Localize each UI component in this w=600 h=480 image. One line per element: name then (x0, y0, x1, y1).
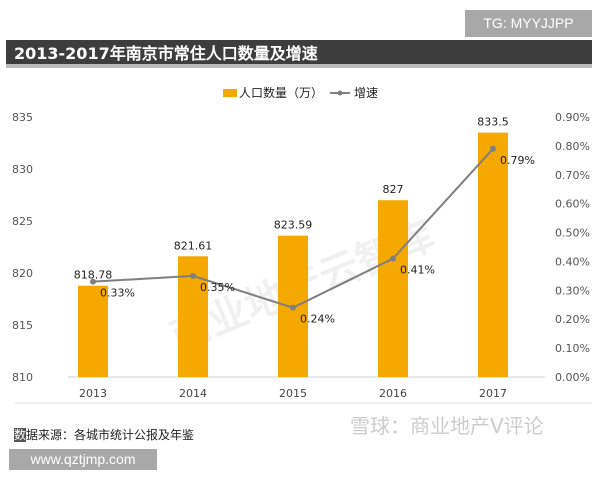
y2-tick-label: 0.30% (555, 284, 590, 297)
growth-point (90, 278, 96, 285)
x-tick-label: 2014 (179, 387, 207, 400)
bar-label: 827 (383, 183, 404, 196)
y2-tick-label: 0.20% (555, 313, 590, 326)
legend-line-label: 增速 (354, 86, 378, 100)
y2-tick-label: 0.90% (555, 111, 590, 124)
chart: 商业地产云智库8108158208258308350.00%0.10%0.20%… (12, 85, 592, 404)
bar-label: 818.78 (74, 269, 113, 282)
growth-label: 0.79% (500, 154, 535, 167)
y2-tick-label: 0.70% (555, 169, 590, 182)
bar-label: 833.5 (477, 116, 509, 129)
y2-tick-label: 0.10% (555, 342, 590, 355)
source-prefix: 数 (14, 428, 27, 442)
bar (478, 132, 508, 377)
bar (378, 200, 408, 377)
x-tick-label: 2015 (279, 387, 307, 400)
legend-bar-label: 人口数量（万） (239, 85, 323, 100)
chart-title: 2013-2017年南京市常住人口数量及增速 (6, 40, 592, 68)
growth-point (490, 145, 496, 152)
y2-tick-label: 0.80% (555, 140, 590, 153)
growth-label: 0.35% (200, 281, 235, 294)
y-tick-label: 815 (12, 319, 33, 332)
y-tick-label: 820 (12, 267, 33, 280)
legend-line-marker (337, 90, 343, 96)
y-tick-label: 825 (12, 215, 33, 228)
y2-tick-label: 0.50% (555, 227, 590, 240)
growth-label: 0.41% (400, 264, 435, 277)
growth-label: 0.33% (100, 287, 135, 300)
bar-label: 821.61 (174, 239, 213, 252)
bar-label: 823.59 (274, 219, 313, 232)
website-badge: www.qztjmp.com (9, 449, 157, 470)
growth-point (190, 272, 196, 279)
growth-point (290, 304, 296, 311)
bar (78, 285, 108, 377)
source-text: 据来源：各城市统计公报及年鉴 (26, 428, 195, 442)
y2-tick-label: 0.40% (555, 255, 590, 268)
x-tick-label: 2013 (79, 387, 107, 400)
y-tick-label: 810 (12, 371, 33, 384)
x-tick-label: 2016 (379, 387, 407, 400)
growth-point (390, 255, 396, 262)
y2-tick-label: 0.60% (555, 198, 590, 211)
y-tick-label: 835 (12, 111, 33, 124)
source-note: 数据来源：各城市统计公报及年鉴 (14, 426, 194, 443)
growth-label: 0.24% (300, 313, 335, 326)
y2-tick-label: 0.00% (555, 371, 590, 384)
x-tick-label: 2017 (479, 387, 507, 400)
y-tick-label: 830 (12, 163, 33, 176)
legend-bar-swatch (223, 89, 237, 97)
tag-badge: TG: MYYJJPP (465, 10, 592, 37)
watermark: 雪球：商业地产V评论 (350, 414, 544, 438)
